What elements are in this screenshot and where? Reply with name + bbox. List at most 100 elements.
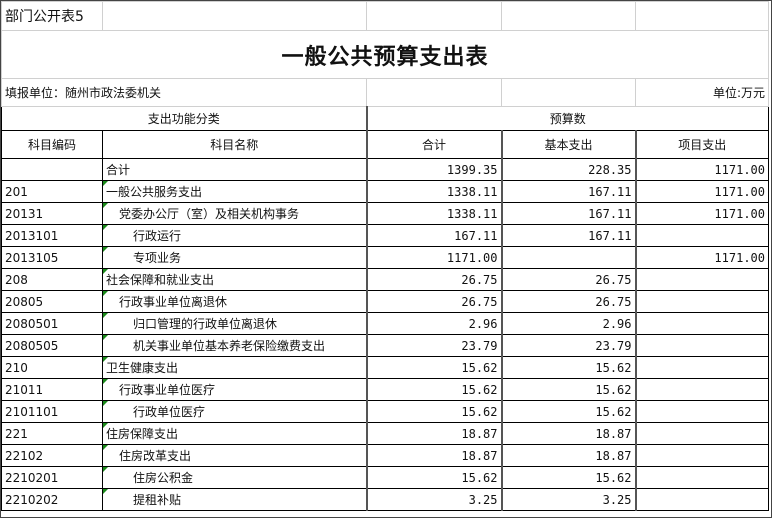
cell-name[interactable]: 社会保障和就业支出 [102,268,367,291]
cell-basic[interactable]: 167.11 [500,202,636,225]
cell-code[interactable]: 2013105 [1,246,103,269]
cell-total[interactable]: 1338.11 [365,202,502,225]
cell-total[interactable]: 15.62 [365,466,502,489]
header-total[interactable]: 合计 [365,130,502,159]
cell-name[interactable]: 提租补贴 [102,488,367,511]
cell-project[interactable]: 1171.00 [634,202,769,225]
cell-project[interactable] [634,290,769,313]
table-row: 2013101 行政运行 167.11 167.11 [1,224,769,247]
cell-name[interactable]: 合计 [102,158,367,181]
cell-code[interactable]: 2101101 [1,400,103,423]
cell-basic[interactable]: 167.11 [500,224,636,247]
cell-total[interactable]: 15.62 [365,400,502,423]
cell-name[interactable]: 住房保障支出 [102,422,367,445]
cell-name[interactable]: 行政运行 [102,224,367,247]
cell-name[interactable]: 归口管理的行政单位离退休 [102,312,367,335]
cell-total[interactable]: 26.75 [365,290,502,313]
cell-total[interactable]: 1171.00 [365,246,502,269]
cell-basic[interactable]: 167.11 [500,180,636,203]
cell-project[interactable] [634,312,769,335]
cell-project[interactable] [634,466,769,489]
cell-project[interactable] [634,378,769,401]
cell-total[interactable]: 26.75 [365,268,502,291]
cell-name[interactable]: 一般公共服务支出 [102,180,367,203]
cell-code[interactable]: 2080505 [1,334,103,357]
cell-name[interactable]: 机关事业单位基本养老保险缴费支出 [102,334,367,357]
header-project[interactable]: 项目支出 [634,130,769,159]
cell-project[interactable] [634,488,769,511]
cell-basic[interactable]: 228.35 [500,158,636,181]
cell-code[interactable]: 20805 [1,290,103,313]
cell-total[interactable]: 2.96 [365,312,502,335]
cell-project[interactable] [634,224,769,247]
header-name[interactable]: 科目名称 [102,130,367,159]
cell-total[interactable]: 1338.11 [365,180,502,203]
header-code[interactable]: 科目编码 [1,130,103,159]
filler-unit[interactable]: 填报单位：随州市政法委机关 [1,78,367,107]
cell-project[interactable] [634,356,769,379]
table-row: 2210201 住房公积金 15.62 15.62 [1,466,769,489]
cell-name[interactable]: 党委办公厅（室）及相关机构事务 [102,202,367,225]
page-title[interactable]: 一般公共预算支出表 [1,30,769,79]
sheet-label[interactable]: 部门公开表5 [1,1,103,31]
cell-basic[interactable]: 23.79 [500,334,636,357]
cell-total[interactable]: 23.79 [365,334,502,357]
cell-project[interactable] [634,422,769,445]
cell[interactable] [366,1,502,31]
cell[interactable] [102,1,367,31]
cell-name[interactable]: 行政事业单位离退休 [102,290,367,313]
header-budget-group[interactable]: 预算数 [365,106,769,131]
cell-code[interactable]: 21011 [1,378,103,401]
cell-basic[interactable]: 15.62 [500,378,636,401]
cell[interactable] [366,78,502,107]
cell-code[interactable] [1,158,103,181]
cell-code[interactable]: 221 [1,422,103,445]
cell-name[interactable]: 住房公积金 [102,466,367,489]
cell-code[interactable]: 2013101 [1,224,103,247]
unit-label[interactable]: 单位:万元 [635,78,769,107]
cell-total[interactable]: 18.87 [365,444,502,467]
cell-basic[interactable]: 15.62 [500,466,636,489]
cell-code[interactable]: 201 [1,180,103,203]
cell-name[interactable]: 住房改革支出 [102,444,367,467]
cell[interactable] [635,1,769,31]
table-row: 210 卫生健康支出 15.62 15.62 [1,356,769,379]
cell-basic[interactable]: 2.96 [500,312,636,335]
cell-total[interactable]: 15.62 [365,356,502,379]
cell-basic[interactable]: 26.75 [500,268,636,291]
cell-total[interactable]: 1399.35 [365,158,502,181]
cell-code[interactable]: 208 [1,268,103,291]
cell-code[interactable]: 2080501 [1,312,103,335]
cell-total[interactable]: 167.11 [365,224,502,247]
cell-project[interactable] [634,268,769,291]
cell-basic[interactable] [500,246,636,269]
cell[interactable] [501,78,636,107]
cell-code[interactable]: 20131 [1,202,103,225]
cell-project[interactable] [634,334,769,357]
cell-code[interactable]: 2210201 [1,466,103,489]
cell-project[interactable] [634,444,769,467]
cell-basic[interactable]: 18.87 [500,422,636,445]
cell[interactable] [501,1,636,31]
header-function-group[interactable]: 支出功能分类 [1,106,367,131]
cell-total[interactable]: 15.62 [365,378,502,401]
cell-basic[interactable]: 18.87 [500,444,636,467]
cell-name[interactable]: 专项业务 [102,246,367,269]
cell-basic[interactable]: 15.62 [500,356,636,379]
cell-basic[interactable]: 15.62 [500,400,636,423]
cell-basic[interactable]: 3.25 [500,488,636,511]
cell-total[interactable]: 18.87 [365,422,502,445]
cell-basic[interactable]: 26.75 [500,290,636,313]
cell-code[interactable]: 22102 [1,444,103,467]
cell-total[interactable]: 3.25 [365,488,502,511]
cell-name[interactable]: 行政单位医疗 [102,400,367,423]
header-basic[interactable]: 基本支出 [500,130,636,159]
cell-project[interactable]: 1171.00 [634,158,769,181]
cell-project[interactable]: 1171.00 [634,180,769,203]
cell-name[interactable]: 行政事业单位医疗 [102,378,367,401]
cell-code[interactable]: 2210202 [1,488,103,511]
cell-project[interactable] [634,400,769,423]
cell-project[interactable]: 1171.00 [634,246,769,269]
cell-name[interactable]: 卫生健康支出 [102,356,367,379]
cell-code[interactable]: 210 [1,356,103,379]
